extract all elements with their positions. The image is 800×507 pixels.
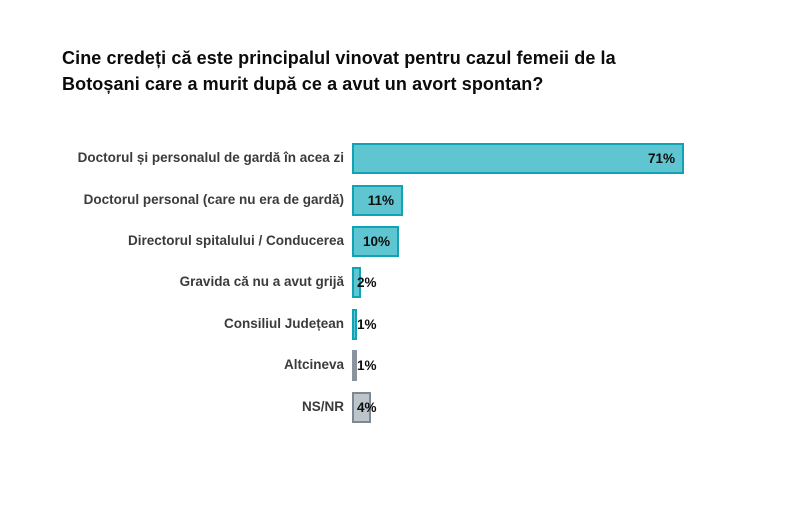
category-label: Directorul spitalului / Conducerea: [127, 233, 344, 249]
chart-row: Consiliul Județean 1%: [0, 304, 800, 345]
chart-row: Doctorul personal (care nu era de gardă)…: [0, 179, 800, 220]
chart-title-line2: Botoșani care a murit după ce a avut un …: [62, 74, 544, 94]
bar: 1%: [352, 308, 377, 340]
bar-area: 71%: [352, 143, 800, 175]
bar: 10%: [352, 225, 399, 257]
category-label: Gravida că nu a avut grijă: [179, 274, 344, 290]
chart-title: Cine credeți că este principalul vinovat…: [62, 45, 712, 97]
chart-row: Altcineva 1%: [0, 345, 800, 386]
bar-value-label: 4%: [357, 399, 377, 415]
bar: 1%: [352, 350, 377, 382]
category-label: Altcineva: [283, 357, 344, 373]
category-label: NS/NR: [301, 398, 344, 414]
bar-chart: Doctorul și personalul de gardă în acea …: [0, 138, 800, 428]
bar-area: 1%: [352, 308, 800, 340]
bar-value-label: 71%: [647, 151, 675, 167]
chart-rows: Doctorul și personalul de gardă în acea …: [0, 138, 800, 428]
bar-value-label: 10%: [362, 233, 390, 249]
chart-row: Gravida că nu a avut grijă 2%: [0, 262, 800, 303]
bar: 71%: [352, 143, 684, 175]
chart-title-line1: Cine credeți că este principalul vinovat…: [62, 48, 616, 68]
chart-row: NS/NR 4%: [0, 386, 800, 427]
bar-value-label: 1%: [357, 358, 377, 374]
bar: 11%: [352, 184, 403, 216]
category-label: Consiliul Județean: [223, 315, 344, 331]
bar-area: 11%: [352, 184, 800, 216]
category-label: Doctorul și personalul de gardă în acea …: [77, 150, 344, 166]
bar: 2%: [352, 267, 377, 299]
bar-value-label: 2%: [357, 275, 377, 291]
bar-area: 2%: [352, 267, 800, 299]
bar-area: 10%: [352, 225, 800, 257]
chart-row: Directorul spitalului / Conducerea 10%: [0, 221, 800, 262]
bar: 4%: [352, 391, 377, 423]
bar-value-label: 11%: [367, 192, 394, 208]
chart-row: Doctorul și personalul de gardă în acea …: [0, 138, 800, 179]
bar-area: 4%: [352, 391, 800, 423]
category-label: Doctorul personal (care nu era de gardă): [83, 191, 344, 207]
bar-area: 1%: [352, 350, 800, 382]
bar-value-label: 1%: [357, 316, 377, 332]
